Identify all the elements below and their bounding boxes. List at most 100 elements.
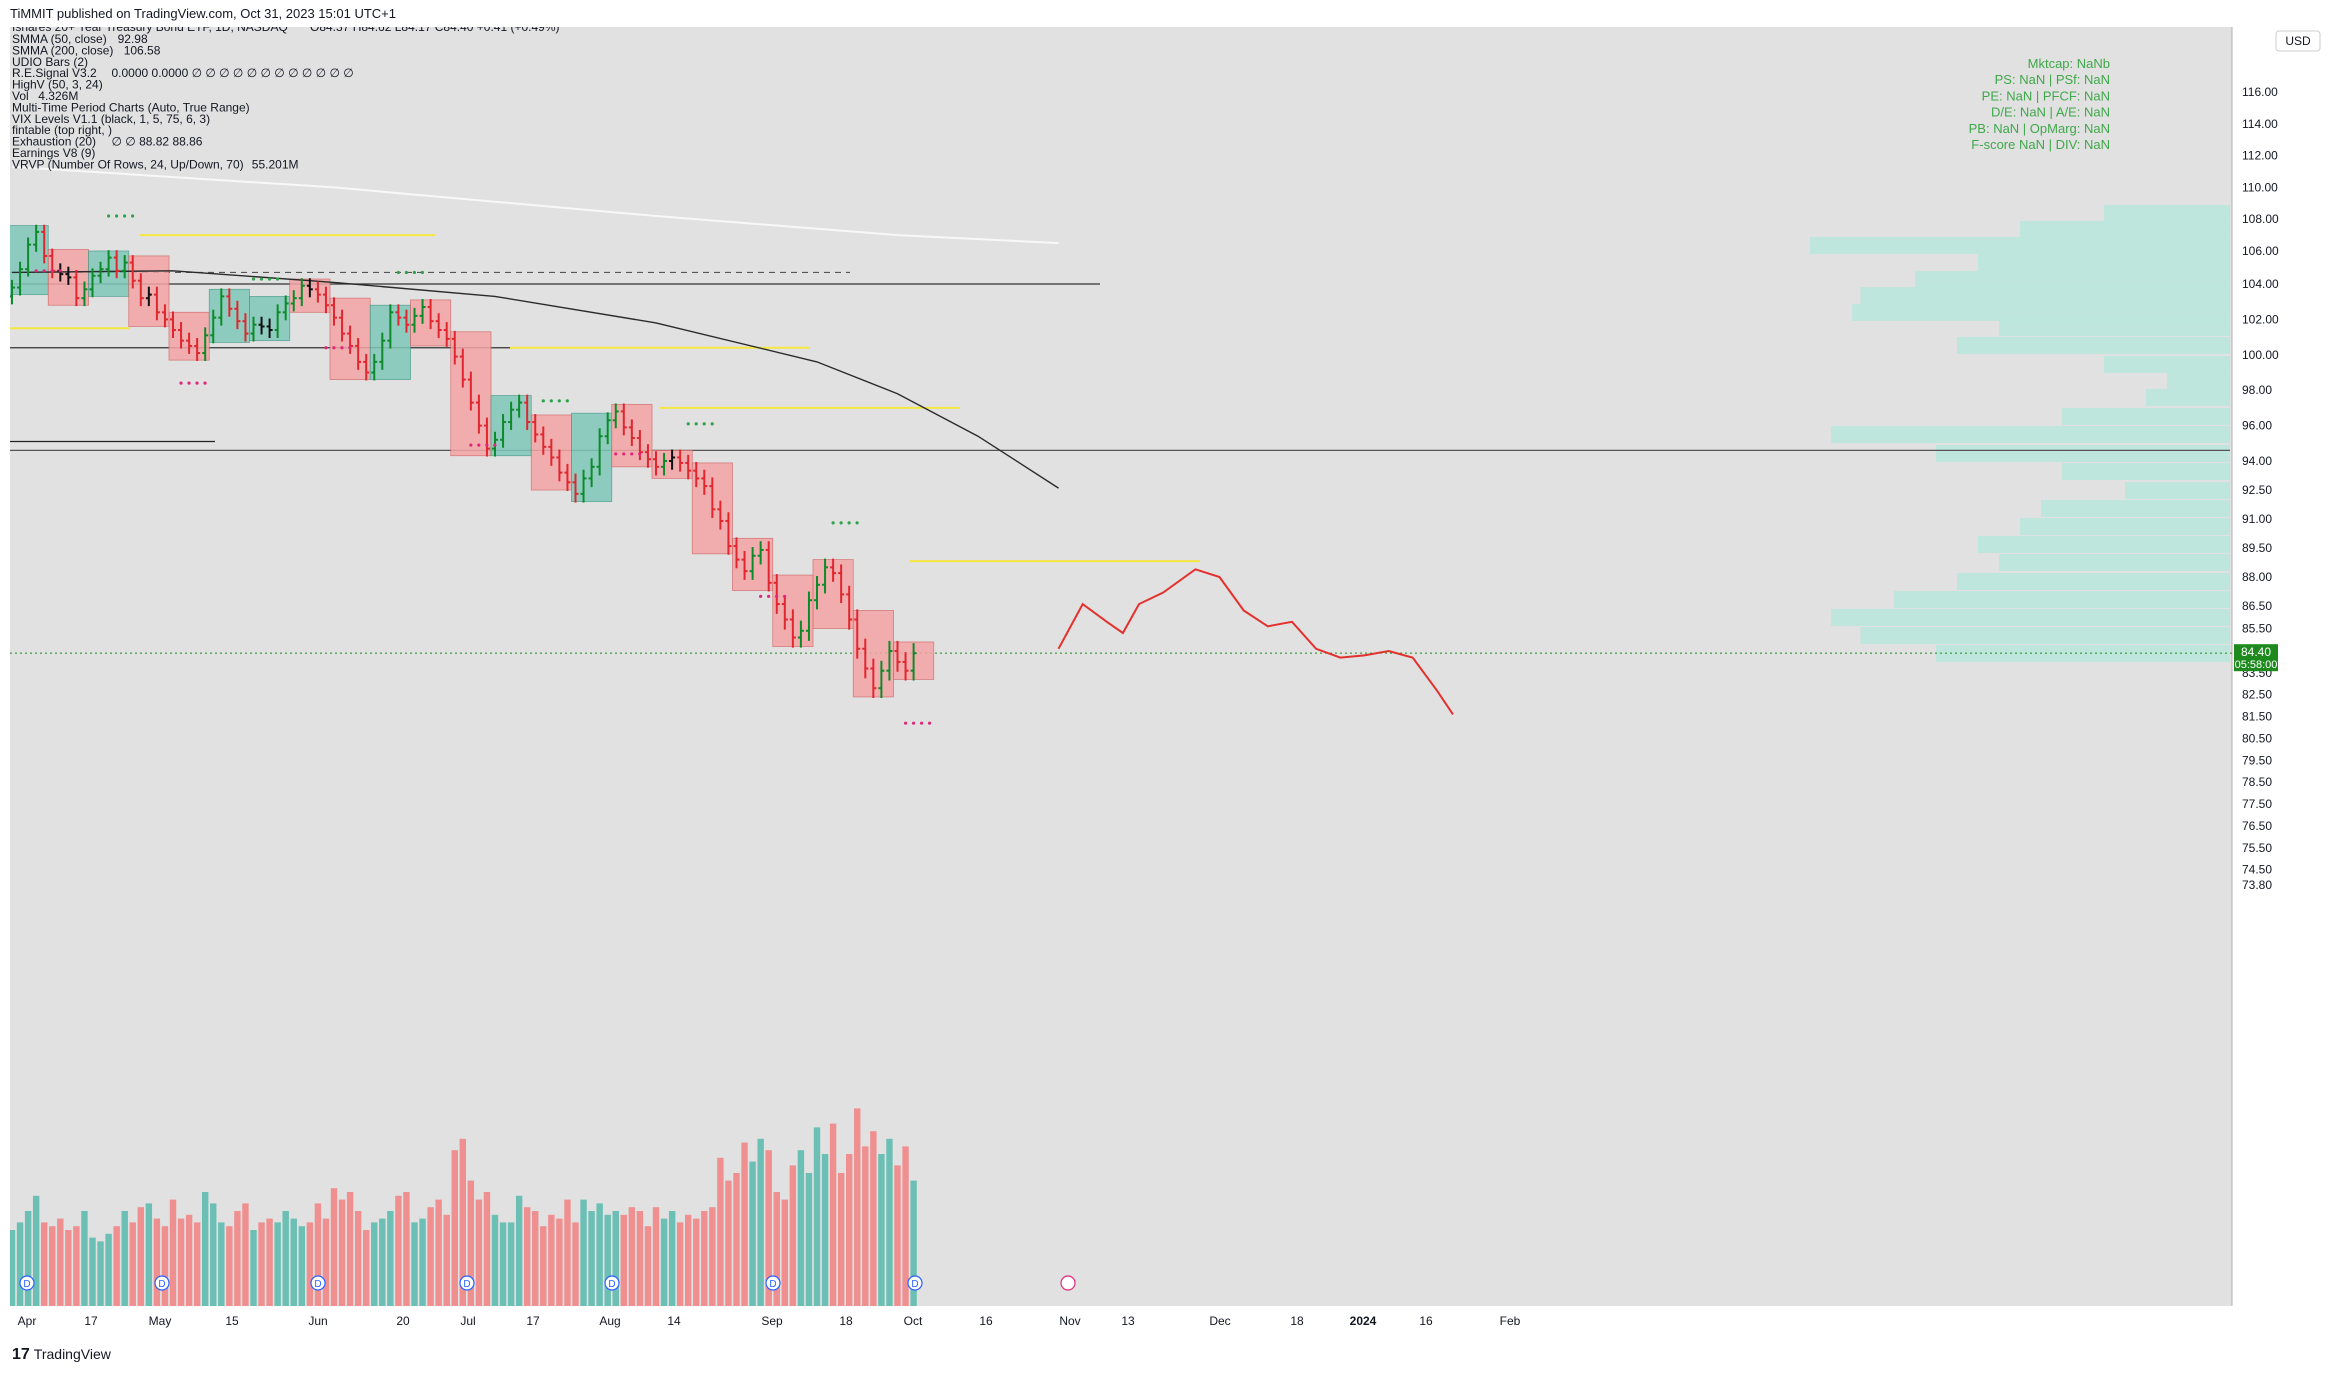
price-bars (10, 224, 917, 699)
volume-bar-1 (16, 1222, 24, 1306)
price-bar-21 (178, 322, 185, 349)
dividend-circle (19, 1275, 35, 1291)
dividend-letter: D (608, 1279, 615, 1290)
volume-bar-80 (652, 1207, 660, 1306)
price-bar-7 (65, 266, 72, 285)
x-tick-label-14: Nov (1059, 1314, 1080, 1328)
signal-dot-66-0 (541, 399, 545, 403)
price-bar-91 (741, 550, 748, 580)
dividend-marker-6: D (907, 1275, 923, 1291)
volume-bar-111 (902, 1146, 909, 1306)
price-bar-88 (717, 500, 724, 530)
volume-bar-54 (443, 1214, 450, 1306)
volume-bar-9 (81, 1211, 88, 1306)
vrvp-row-24 (1860, 627, 2230, 644)
volume-bar-47 (387, 1211, 394, 1306)
volume-bar-31 (258, 1222, 265, 1306)
signal-dot-111-2 (919, 721, 924, 725)
price-bar-10 (89, 268, 96, 298)
dividend-circle (459, 1275, 475, 1291)
signal-dot-39-1 (332, 346, 336, 350)
vrvp-row-1 (2020, 221, 2230, 238)
x-tick-label-17: 18 (1290, 1314, 1304, 1328)
x-tick-label-5: 20 (396, 1314, 410, 1328)
volume-bar-58 (475, 1199, 483, 1306)
y-tick-label-17: 85.50 (2242, 622, 2272, 636)
signal-dot-75-1 (622, 452, 626, 456)
vrvp-row-20 (1999, 554, 2230, 571)
price-bar-27 (226, 288, 233, 317)
volume-bar-33 (274, 1222, 281, 1306)
dividend-marker-2: D (310, 1275, 326, 1291)
vrvp-row-17 (2041, 500, 2230, 517)
price-bar-51 (419, 299, 426, 324)
vrvp-row-6 (1852, 304, 2230, 321)
price-badge-value: 84.40 (2241, 645, 2271, 659)
legend-indicator-5: Vol (12, 89, 29, 103)
y-tick-label-27: 75.50 (2242, 841, 2272, 855)
signal-dot-12-1 (115, 214, 119, 218)
volume-bar-38 (314, 1203, 322, 1306)
vrvp-row-2 (1810, 237, 2230, 254)
vrvp-row-12 (2062, 408, 2230, 425)
vrvp-row-14 (1936, 445, 2230, 462)
dividend-circle (154, 1275, 170, 1291)
price-bar-29 (242, 313, 249, 342)
y-tick-label-26: 76.50 (2242, 819, 2272, 833)
volume-bar-89 (725, 1180, 732, 1306)
volume-bar-107 (870, 1131, 877, 1306)
price-bar-59 (483, 417, 490, 457)
price-bar-48 (395, 304, 402, 326)
price-bar-71 (580, 469, 587, 503)
volume-bar-49 (403, 1192, 410, 1306)
price-bar-12 (105, 250, 112, 277)
volume-bar-90 (733, 1173, 740, 1306)
vrvp-row-15 (2062, 463, 2230, 480)
projection-line (1057, 568, 1454, 715)
volume-bar-105 (854, 1108, 861, 1306)
volume-bar-60 (491, 1214, 499, 1306)
volume-bar-15 (129, 1222, 136, 1306)
price-axis[interactable] (2232, 27, 2331, 1334)
volume-bar-69 (564, 1199, 571, 1306)
signal-dot-48-2 (412, 270, 416, 275)
price-bar-102 (830, 558, 837, 582)
currency-button[interactable]: USD (2275, 30, 2321, 52)
volume-bar-112 (910, 1180, 917, 1306)
price-bar-20 (170, 311, 176, 338)
signal-dot-84-1 (694, 422, 698, 426)
price-bar-23 (194, 337, 201, 361)
volume-bar-96 (781, 1199, 788, 1306)
x-tick-label-8: Aug (599, 1314, 620, 1328)
indicator-legend: Ishares 20+ Year Treasury Bond ETF, 1D, … (12, 27, 560, 171)
volume-bar-53 (435, 1199, 442, 1306)
volume-bar-73 (596, 1203, 603, 1306)
price-bar-109 (886, 640, 893, 681)
volume-bar-46 (379, 1218, 386, 1306)
legend-indicator-8: fintable (top right, ) (12, 123, 112, 137)
signal-dot-75-0 (614, 452, 618, 456)
time-axis[interactable] (10, 1306, 2232, 1334)
volume-bar-77 (628, 1207, 636, 1306)
volume-bar-37 (306, 1222, 314, 1306)
vrvp-row-25 (1936, 645, 2230, 662)
y-tick-label-29: 73.80 (2242, 878, 2272, 892)
legend-value-1: 106.58 (124, 43, 161, 57)
signal-dot-12-2 (123, 214, 127, 218)
volume-bar-44 (363, 1230, 370, 1306)
volume-bar-29 (242, 1203, 249, 1306)
volume-bar-67 (548, 1214, 555, 1306)
x-tick-label-20: Feb (1500, 1314, 1521, 1328)
x-tick-label-10: Sep (761, 1314, 783, 1328)
volume-bar-6 (57, 1218, 64, 1306)
y-tick-label-23: 79.50 (2242, 753, 2272, 767)
publisher-line: TiMMIT published on TradingView.com, Oct… (10, 6, 396, 21)
price-bar-110 (894, 640, 901, 672)
price-bar-97 (789, 609, 796, 648)
volume-bar-101 (821, 1154, 829, 1306)
period-box-0 (10, 225, 49, 296)
price-chart[interactable]: 116.00 114.00 112.00 110.00 108.00 106.00 104.… (10, 27, 2331, 1334)
price-bar-32 (266, 318, 273, 338)
x-tick-label-16: Dec (1209, 1314, 1230, 1328)
y-tick-label-12: 92.50 (2242, 483, 2272, 497)
